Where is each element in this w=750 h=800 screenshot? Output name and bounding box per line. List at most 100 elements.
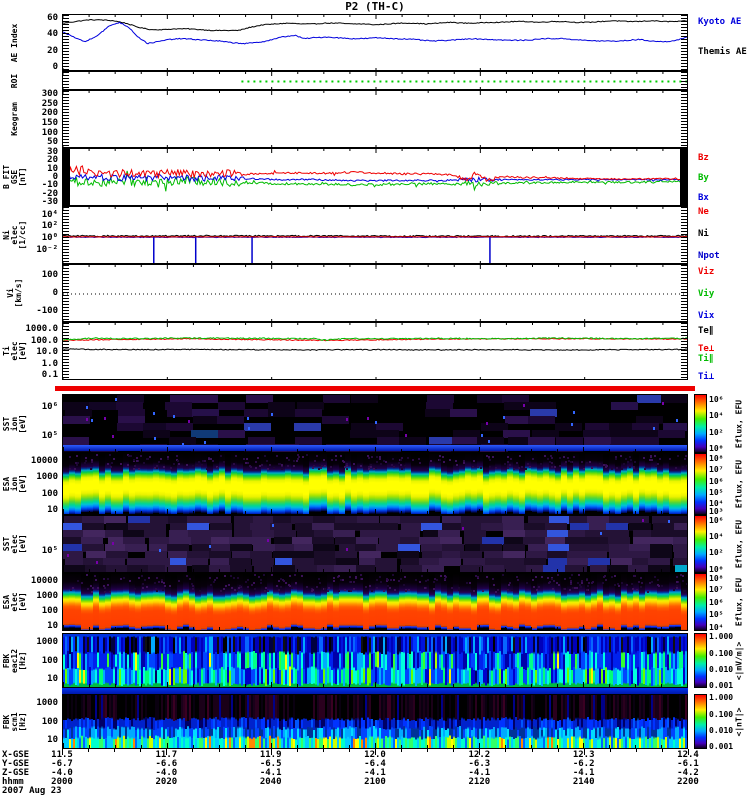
speckle-dot [570,461,573,464]
spectrogram-column [247,695,249,748]
speckle-dot [96,454,99,457]
speckle-dot [173,462,176,465]
speckle-dot [538,585,541,588]
x-tick [349,684,350,687]
colorbar-unit-text: Eflux, EFU [734,519,744,569]
spectrogram-column [227,695,229,748]
spectrogram-column [441,454,447,514]
panel-t [62,322,688,380]
speckle-dot [421,574,424,577]
speckle-dot [508,463,511,466]
speckle-dot [140,575,143,578]
spectrogram-block [356,537,379,545]
y-tick-label: 10.0 [36,347,58,358]
spectrogram-column [273,695,275,748]
spectrogram-column [497,695,499,748]
spectrogram-column [657,695,659,748]
speckle-dot [567,459,570,462]
spectrogram-column [193,695,195,748]
spectrogram-column [435,574,441,630]
speckle-dot [571,586,574,589]
spectrogram-column [203,695,205,748]
spectrogram-column [269,634,271,687]
speckle-dot [167,455,170,458]
spectrogram-column [245,634,247,687]
speckle-dot [569,579,572,582]
spectrogram-column [69,634,71,687]
spectrogram-column [549,574,555,630]
spectrogram-column [105,634,107,687]
spectrogram-block [400,523,423,531]
speckle-dot [250,584,253,587]
speckle-dot [536,589,539,592]
x-tick [323,745,324,748]
x-tick [219,511,220,514]
colorbar-unit-text: Eflux, EFU [734,577,744,627]
spectrogram-column [339,634,341,687]
x-tick [505,627,506,630]
spectrogram-column [167,695,169,748]
speckle-dot [371,589,374,592]
spectrogram-block [312,537,335,545]
spectrogram-block [211,544,234,552]
spectrogram-block [555,437,583,445]
spectrogram-spark [272,524,275,528]
spectrogram-spark [345,548,348,552]
spectrogram-column [523,634,525,687]
x-tick [141,449,142,452]
spectrogram-column [373,695,375,748]
spectrogram-block [209,523,232,531]
spectrogram-column [407,695,409,748]
spectrogram-column [579,634,581,687]
spectrogram-block [192,416,220,424]
x-axis-row-label-XGSE: X-GSE [2,750,30,760]
spectrogram-block [126,558,149,566]
spectrogram-block [527,516,550,524]
y-tick-label: 1000.0 [25,323,58,334]
spectrogram-block [502,551,525,559]
spectrogram-block [296,451,324,452]
spectrogram-column [641,695,643,748]
spectrogram-column [247,634,249,687]
speckle-dot [510,458,513,461]
spectrogram-column [633,695,635,748]
spectrogram-column [605,634,607,687]
legend-label-Ti: Ti∥ [698,354,714,364]
x-tick [609,569,610,572]
spectrogram-block [529,402,557,410]
spectrogram-column [649,695,651,748]
speckle-dot [489,459,492,462]
spectrogram-column [531,574,537,630]
spectrogram-column [387,695,389,748]
spectrogram-column [489,574,495,630]
spectrogram-column [213,454,219,514]
speckle-dot [591,581,594,584]
x-tick [375,567,376,572]
spectrogram-column [667,634,669,687]
spectrogram-block [350,395,378,403]
x-tick [375,625,376,630]
spectrogram-block [650,544,673,552]
speckle-dot [401,457,404,460]
speckle-dot [222,460,225,463]
spectrogram-block [166,544,189,552]
spectrogram-column [435,695,437,748]
spectrogram-column [589,634,591,687]
plot-area-bfit [63,149,687,205]
spectrogram-column [631,634,633,687]
speckle-dot [120,578,123,581]
spectrogram-column [533,634,535,687]
spectrogram-column [449,695,451,748]
speckle-dot [314,459,317,462]
x-tick [349,511,350,514]
spectrogram-block [90,451,118,452]
spectrogram-block [547,551,570,559]
speckle-dot [253,574,256,577]
spectrogram-block [425,402,453,410]
spectrogram-column [63,634,65,687]
spectrogram-column [627,454,633,514]
spectrogram-block [273,530,296,538]
spectrogram-block [648,565,671,572]
x-axis-value: -4.1 [572,768,595,778]
x-tick [635,449,636,452]
